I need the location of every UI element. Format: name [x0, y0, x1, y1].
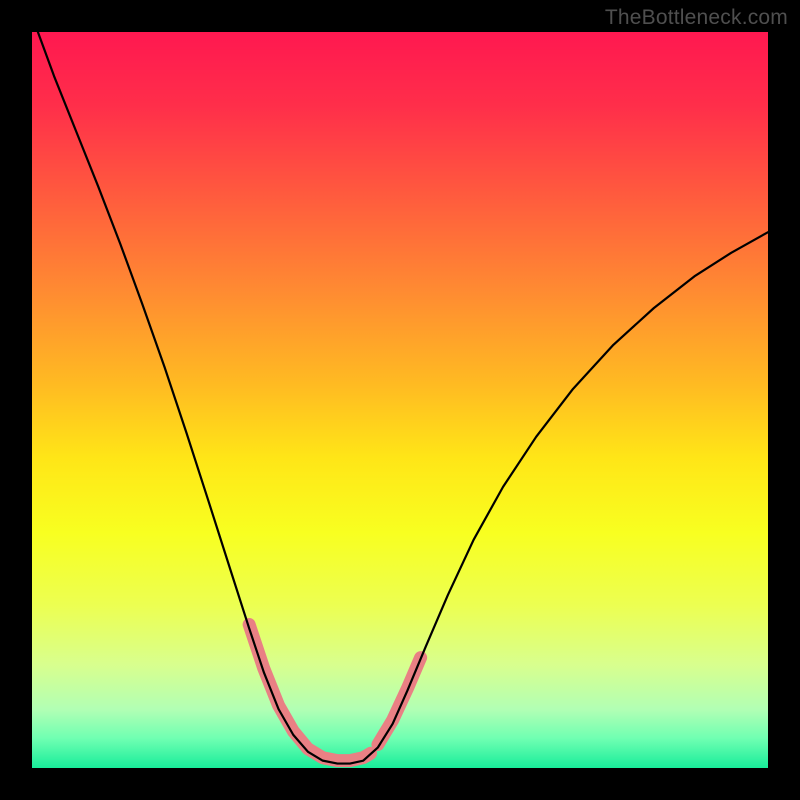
bottleneck-chart — [0, 0, 800, 800]
gradient-background — [32, 32, 768, 768]
watermark-text: TheBottleneck.com — [605, 6, 788, 30]
chart-container: TheBottleneck.com — [0, 0, 800, 800]
